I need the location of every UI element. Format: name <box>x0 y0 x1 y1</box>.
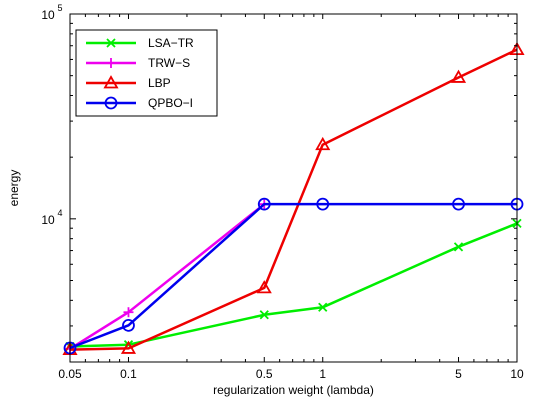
y-axis-label: energy <box>7 170 21 207</box>
data-point <box>123 307 134 318</box>
data-point <box>453 242 464 252</box>
data-point <box>259 310 269 320</box>
x-tick-label: 5 <box>455 367 462 381</box>
series-line <box>69 202 517 350</box>
series-line <box>69 222 518 348</box>
data-point <box>106 58 116 68</box>
data-point <box>104 96 118 110</box>
data-point <box>256 280 272 294</box>
x-tick-label: 0.5 <box>256 367 273 381</box>
data-point <box>120 340 137 354</box>
data-point <box>315 136 331 151</box>
y-tick-base: 10 <box>41 213 55 227</box>
data-point <box>122 318 135 332</box>
legend-label: LSA−TR <box>148 36 194 50</box>
legend-item: TRW−S <box>86 56 190 70</box>
x-tick-label: 0.05 <box>58 367 82 381</box>
legend-item: LSA−TR <box>86 36 194 50</box>
data-point <box>106 38 116 48</box>
y-tick-exponent: 5 <box>57 3 62 13</box>
legend-label: LBP <box>148 76 171 90</box>
data-point <box>318 302 328 312</box>
series-line <box>69 48 518 351</box>
legend-box <box>75 29 218 117</box>
legend-label: TRW−S <box>148 56 190 70</box>
data-point <box>316 197 330 211</box>
legend-item: LBP <box>86 75 171 90</box>
x-tick-label: 10 <box>510 367 524 381</box>
legend: LSA−TR TRW−S LBP QPBO−I <box>75 29 218 117</box>
y-tick-label: 10 4 <box>41 208 62 227</box>
data-point <box>103 75 119 89</box>
y-tick-base: 10 <box>41 8 55 22</box>
data-point <box>450 69 467 83</box>
legend-label: QPBO−I <box>148 96 193 110</box>
data-point <box>257 197 271 211</box>
x-axis-label: regularization weight (lambda) <box>213 383 374 397</box>
x-tick-label: 0.1 <box>120 367 137 381</box>
y-tick-label: 10 5 <box>41 3 62 22</box>
y-tick-exponent: 4 <box>57 208 62 218</box>
x-tick-label: 1 <box>319 367 326 381</box>
data-point <box>452 197 465 211</box>
plot-frame <box>69 13 518 363</box>
legend-item: QPBO−I <box>86 96 193 110</box>
